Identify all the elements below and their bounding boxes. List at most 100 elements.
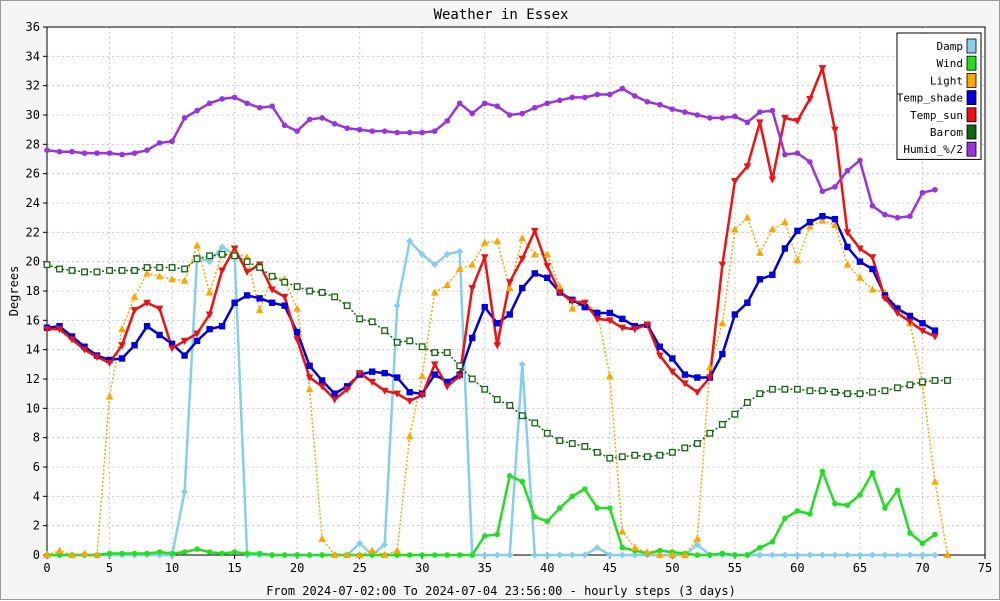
data-point-temp-sun	[643, 321, 652, 329]
data-point-barom	[168, 264, 176, 271]
data-point-light	[405, 432, 414, 440]
data-point-wind	[719, 550, 726, 557]
data-point-temp-shade	[869, 265, 876, 273]
data-point-barom	[618, 453, 626, 461]
data-point-damp	[806, 551, 814, 559]
legend-label: Wind	[937, 57, 964, 70]
data-point-temp-shade	[606, 309, 613, 317]
data-point-barom	[743, 399, 751, 406]
data-point-damp	[493, 551, 501, 559]
data-point-barom	[306, 287, 314, 295]
data-point-barom	[856, 390, 864, 398]
data-point-light	[468, 260, 477, 268]
series-points-wind	[44, 468, 938, 558]
data-point-humid-2	[907, 213, 913, 219]
data-point-light	[443, 281, 452, 289]
data-point-wind	[131, 550, 138, 557]
data-point-wind	[769, 539, 776, 545]
data-point-wind	[594, 505, 601, 511]
data-point-barom	[693, 440, 701, 447]
data-point-barom	[143, 264, 151, 271]
data-point-temp-shade	[831, 215, 839, 223]
data-point-wind	[206, 549, 213, 555]
data-point-humid-2	[832, 184, 838, 190]
data-point-light	[68, 551, 76, 558]
data-point-light	[643, 548, 652, 556]
data-point-light	[393, 546, 401, 554]
data-point-damp	[581, 551, 589, 559]
x-tick-label: 10	[165, 561, 179, 575]
data-point-light	[693, 534, 702, 542]
data-point-light	[255, 306, 264, 314]
data-point-barom	[706, 429, 714, 437]
data-point-light	[806, 222, 814, 230]
data-point-humid-2	[481, 100, 488, 107]
data-point-light	[293, 304, 301, 312]
data-point-humid-2	[44, 147, 50, 153]
data-point-damp	[556, 551, 564, 559]
data-point-barom	[156, 264, 164, 271]
data-point-wind	[844, 502, 851, 508]
data-point-humid-2	[594, 91, 601, 98]
data-point-barom	[894, 384, 901, 392]
data-point-light	[818, 216, 827, 224]
x-tick-label: 5	[106, 561, 113, 575]
data-point-damp	[918, 551, 926, 559]
data-point-temp-shade	[756, 276, 764, 283]
data-point-barom	[568, 440, 576, 447]
data-point-wind	[494, 531, 501, 538]
data-point-temp-sun	[355, 370, 364, 378]
data-point-temp-sun	[693, 389, 702, 397]
data-point-wind	[431, 552, 438, 558]
legend-label: Humid_%/2	[903, 143, 963, 156]
data-point-humid-2	[281, 122, 288, 129]
data-point-temp-sun	[681, 380, 689, 388]
data-point-wind	[932, 531, 938, 538]
data-point-barom	[868, 388, 876, 396]
data-point-barom	[506, 401, 514, 409]
data-point-temp-shade	[368, 368, 376, 375]
data-point-wind	[456, 552, 463, 558]
y-tick-label: 2	[33, 519, 40, 533]
series-points-temp-sun	[43, 65, 939, 405]
legend-item: Humid_%/2	[903, 141, 977, 157]
data-point-temp-sun	[756, 119, 764, 127]
data-point-temp-sun	[443, 383, 452, 391]
data-point-barom	[243, 258, 251, 266]
data-point-temp-shade	[444, 378, 451, 386]
data-point-humid-2	[882, 211, 888, 218]
data-point-wind	[531, 514, 538, 520]
data-point-humid-2	[506, 112, 513, 118]
data-point-temp-sun	[668, 368, 677, 376]
data-point-barom	[56, 265, 63, 273]
legend-item: Barom	[930, 124, 977, 140]
data-point-light	[868, 285, 877, 293]
data-point-humid-2	[244, 100, 250, 107]
data-point-temp-sun	[280, 293, 289, 301]
legend-label: Light	[930, 74, 963, 87]
data-point-barom	[718, 421, 726, 428]
data-point-wind	[857, 492, 863, 498]
data-point-humid-2	[782, 151, 788, 158]
data-point-temp-shade	[656, 343, 664, 350]
data-point-humid-2	[331, 121, 338, 127]
data-point-temp-sun	[468, 285, 477, 293]
data-point-barom	[81, 268, 88, 276]
data-point-damp	[181, 488, 189, 496]
data-point-barom	[468, 375, 476, 383]
data-point-humid-2	[431, 128, 438, 134]
data-point-barom	[793, 385, 801, 393]
data-point-light	[318, 534, 326, 542]
data-point-barom	[843, 390, 851, 398]
data-point-light	[756, 248, 764, 256]
data-point-barom	[768, 385, 776, 393]
legend-item: Temp_sun	[910, 107, 977, 123]
data-point-temp-shade	[268, 299, 276, 306]
series-points-humid-2	[44, 85, 938, 221]
data-point-damp	[893, 551, 901, 559]
data-point-damp	[593, 544, 601, 552]
data-point-wind	[306, 552, 313, 558]
data-point-temp-sun	[893, 310, 902, 317]
y-tick-label: 6	[33, 460, 40, 474]
data-point-humid-2	[94, 150, 100, 156]
